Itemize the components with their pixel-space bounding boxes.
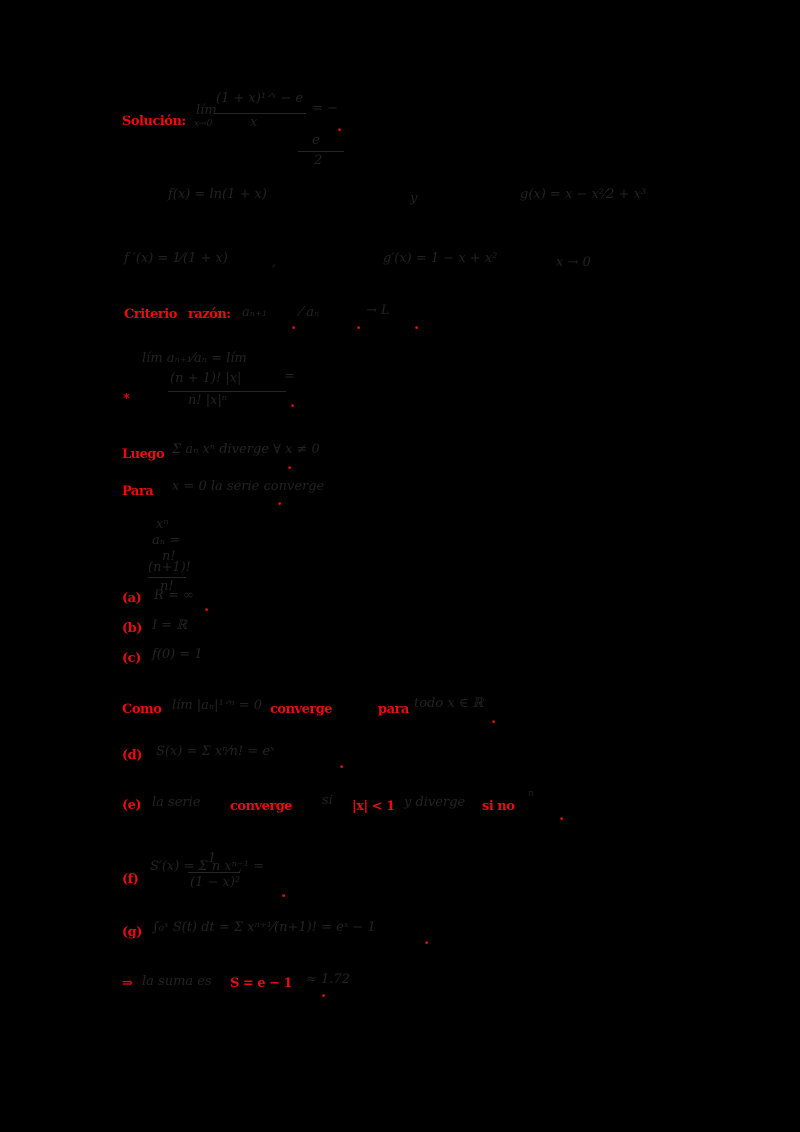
math-text: aₙ₊₁ (242, 305, 268, 320)
red-annotation-text: (a) (122, 591, 142, 606)
red-period-mark: . (291, 315, 297, 333)
math-text: f ′(x) = 1⁄(1 + x) (124, 251, 228, 266)
red-annotation-text: razón: (188, 307, 231, 322)
math-text: lím aₙ₊₁⁄aₙ = lím (142, 351, 247, 366)
math-text: x = 0 la serie converge (172, 479, 325, 494)
math-text: (1 − x)² (190, 875, 241, 890)
math-text: la serie (152, 795, 201, 810)
math-text: ≈ 1.72 (306, 972, 350, 987)
fraction-bar (148, 577, 186, 578)
fraction-bar (188, 872, 240, 873)
red-annotation-text: Como (122, 702, 162, 717)
math-text: , (238, 860, 243, 875)
red-period-mark: . (321, 983, 327, 1001)
red-annotation-text: Solución: (122, 114, 186, 129)
math-text: 1 (208, 851, 217, 866)
math-text: S′(x) = Σ n xⁿ⁻¹ = (150, 859, 265, 874)
fraction-bar (168, 391, 286, 392)
red-period-mark: . (491, 709, 497, 727)
red-annotation-text: (c) (122, 651, 141, 666)
red-period-mark: . (559, 806, 565, 824)
math-text: 2 (314, 153, 323, 168)
red-annotation-text: (b) (122, 621, 142, 636)
math-text: f(x) = ln(1 + x) (168, 187, 267, 202)
math-text: ⁄ aₙ (300, 305, 320, 320)
red-annotation-text: ⇒ (122, 976, 133, 991)
math-text: I = ℝ (152, 618, 188, 633)
red-annotation-text: Para (122, 484, 154, 499)
red-period-mark: . (424, 930, 430, 948)
red-annotation-text: (f) (122, 872, 139, 887)
math-text: Σ aₙ xⁿ diverge ∀ x ≠ 0 (172, 442, 320, 457)
red-annotation-text: (d) (122, 748, 142, 763)
math-text: = − (312, 101, 338, 116)
red-period-mark: . (339, 754, 345, 772)
math-text: x (250, 115, 258, 130)
math-text: g(x) = x − x²⁄2 + x³ (520, 187, 647, 202)
math-text: n! (162, 549, 176, 564)
red-period-mark: . (287, 455, 293, 473)
math-text: la suma es (142, 974, 212, 989)
math-text: lím (196, 103, 217, 118)
math-text: R = ∞ (154, 588, 194, 603)
math-text: e (312, 133, 320, 148)
math-text: S(x) = Σ xⁿ⁄n! = eˣ (156, 744, 275, 759)
math-text: (1 + x)¹ᐟˣ − e (216, 91, 304, 106)
red-annotation-text: si no (482, 799, 515, 814)
red-annotation-text: |x| < 1 (352, 799, 395, 814)
math-text: = (284, 369, 295, 384)
math-text: y diverge (404, 795, 466, 810)
red-annotation-text: ∗ (122, 389, 131, 404)
math-text: ∫₀ˣ S(t) dt = Σ xⁿ⁺¹⁄(n+1)! = eˣ − 1 (152, 920, 376, 935)
math-text: n! |x|ⁿ (188, 393, 228, 408)
math-text: lím |aₙ|¹ᐟⁿ = 0 (172, 698, 262, 713)
math-text: x→0 (194, 119, 213, 129)
red-annotation-text: S = e − 1 (230, 976, 293, 991)
math-text: aₙ = (152, 533, 181, 548)
fraction-bar (214, 113, 306, 114)
math-text: , (272, 255, 277, 270)
red-period-mark: . (290, 393, 296, 411)
red-annotation-text: para (378, 702, 409, 717)
fraction-bar (298, 151, 344, 152)
math-text: (n+1)! (148, 560, 191, 575)
math-text: (n + 1)! |x| (170, 371, 242, 386)
red-annotation-text: converge (270, 702, 333, 717)
red-annotation-text: Luego (122, 447, 165, 462)
math-text: n (528, 789, 534, 799)
math-text: si (322, 793, 333, 808)
red-period-mark: . (277, 491, 283, 509)
red-period-mark: . (414, 315, 420, 333)
math-text: n! (160, 579, 174, 594)
red-annotation-text: (g) (122, 925, 142, 940)
math-text: y (410, 191, 418, 206)
math-text: todo x ∈ ℝ (414, 696, 484, 711)
red-period-mark: . (356, 315, 362, 333)
red-period-mark: . (337, 117, 343, 135)
math-text: x → 0 (556, 255, 591, 270)
math-text: xⁿ (156, 517, 169, 532)
red-annotation-text: converge (230, 799, 293, 814)
red-period-mark: . (281, 883, 287, 901)
red-period-mark: . (204, 597, 210, 615)
red-annotation-text: (e) (122, 798, 142, 813)
math-text: g′(x) = 1 − x + x² (383, 251, 498, 266)
math-text: f(0) = 1 (152, 647, 203, 662)
red-annotation-text: Criterio (124, 307, 177, 322)
math-text: → L (366, 303, 390, 318)
